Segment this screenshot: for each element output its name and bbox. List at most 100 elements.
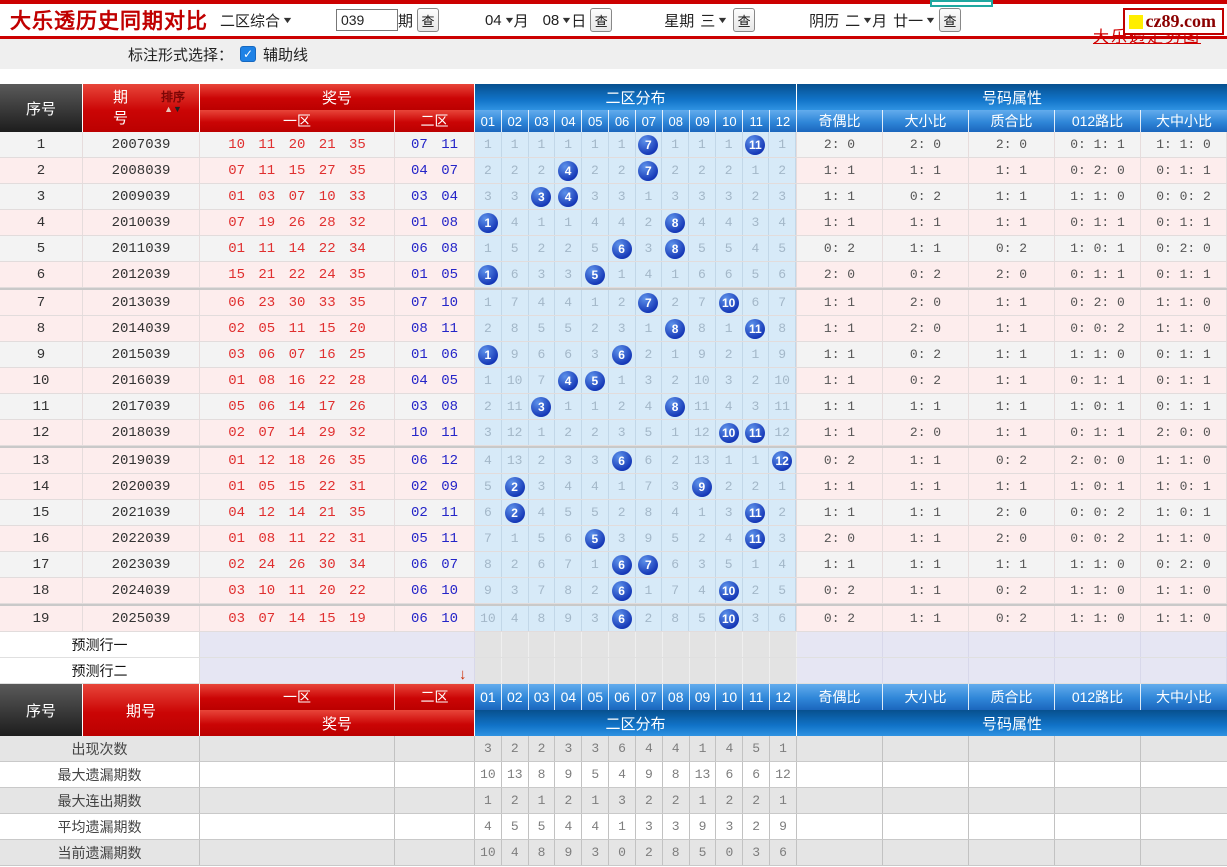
zone-cell: 3 [609,420,636,445]
zone-cell: 5 [689,236,716,261]
zone-cell: 7 [636,290,663,315]
row-index: 19 [0,606,83,631]
stats-value: 1 [475,788,502,813]
row-index: 12 [0,420,83,445]
lunar-day-select[interactable]: 廿一 ▼ [893,10,937,31]
stats-value: 4 [609,762,636,787]
zone-column-header[interactable]: 09 [689,110,717,132]
zone-cell: 3 [689,552,716,577]
attr-column-header[interactable]: 大小比 [883,684,969,710]
day-select[interactable]: 08 ▼ [543,12,573,29]
zone-column-header[interactable]: 11 [743,110,771,132]
zone-column-header[interactable]: 01 [475,110,502,132]
attr-column-header[interactable]: 012路比 [1055,684,1141,710]
zone-column-header[interactable]: 03 [528,110,556,132]
zone-cell: 1 [609,368,636,393]
zone-cell: 3 [636,368,663,393]
zone-cell: 1 [636,578,663,603]
period-search-button[interactable]: 查 [416,8,439,32]
site-logo[interactable]: cz89.com [1122,8,1224,35]
sort-desc-icon[interactable]: ▼ [172,104,182,114]
lunar-month-select[interactable]: 二 ▼ [845,10,874,31]
drawn-ball: 1 [477,212,498,233]
attr-column-header[interactable]: 大小比 [883,110,969,132]
zone-column-header[interactable]: 01 [475,684,502,710]
zone-column-header[interactable]: 02 [501,684,529,710]
attr-column-header[interactable]: 012路比 [1055,110,1141,132]
zone-cell: 4 [689,210,716,235]
zone-column-header[interactable]: 04 [555,684,583,710]
zone-column-header[interactable]: 05 [582,110,610,132]
zone-distribution: 9 3 7 8 2 6 1 7 4 10 2 5 [475,578,797,603]
zone-column-header[interactable]: 03 [528,684,556,710]
drawn-ball: 11 [745,318,766,339]
zone-cell: 6 [609,236,636,261]
row-index: 5 [0,236,83,261]
period-number: 2016039 [83,368,200,393]
lunar-search-button[interactable]: 查 [939,8,962,32]
attr-column-header[interactable]: 大中小比 [1141,684,1227,710]
zone-column-header[interactable]: 06 [609,684,636,710]
zone-column-header[interactable]: 11 [743,684,771,710]
mode-select[interactable]: 二区综合 ▼ [220,10,294,31]
attribute-value: 0: 2 [797,448,883,473]
zone-cell: 1 [743,342,770,367]
prediction-zone-cell [690,658,717,683]
month-select[interactable]: 04 ▼ [485,12,515,29]
attr-column-header[interactable]: 奇偶比 [797,684,883,710]
history-table: 序号 期 号 排序 ▲▼ 奖号 二区分布 号码属性 [0,84,1227,866]
aux-line-checkbox[interactable]: ✓ [240,46,257,62]
zone-column-header[interactable]: 05 [582,684,610,710]
week-search-button[interactable]: 查 [733,8,756,32]
zone-column-header[interactable]: 10 [716,110,744,132]
drawn-ball: 1 [477,264,498,285]
attr-column-header[interactable]: 大中小比 [1141,110,1227,132]
attr-column-header[interactable]: 质合比 [969,684,1055,710]
zone-column-header[interactable]: 02 [501,110,529,132]
zone-cell: 4 [555,474,582,499]
zone-column-header[interactable]: 07 [635,110,663,132]
period-number: 2009039 [83,184,200,209]
zone-distribution: 2 11 3 1 1 2 4 8 11 4 3 11 [475,394,797,419]
zone-cell: 1 [555,394,582,419]
stats-value: 10 [475,840,502,865]
zone-column-header[interactable]: 09 [689,684,717,710]
zone-cell: 11 [743,316,770,341]
prediction-zone-cell [529,632,556,657]
zone-column-header[interactable]: 12 [770,684,797,710]
attr-column-header[interactable]: 奇偶比 [797,110,883,132]
zone-column-header[interactable]: 06 [609,110,636,132]
period-input[interactable] [335,9,398,31]
zone-column-header[interactable]: 07 [635,684,663,710]
stats-value: 2 [529,736,556,761]
zone-column-header[interactable]: 08 [662,110,690,132]
zone-cell: 2 [609,290,636,315]
week-select[interactable]: 三 ▼ [700,10,729,31]
zone-cell: 6 [555,526,582,551]
zone-cell: 4 [609,210,636,235]
zone-column-header[interactable]: 12 [770,110,797,132]
stats-value: 1 [609,814,636,839]
zone-column-header[interactable]: 10 [716,684,744,710]
prediction-zone-cell [716,658,744,683]
zone-distribution: 2 8 5 5 2 3 1 8 8 1 11 8 [475,316,797,341]
period-header[interactable]: 期 号 排序 ▲▼ [83,84,200,132]
zone-cell: 1 [529,420,556,445]
zone-cell: 5 [769,578,796,603]
sort-control[interactable]: 排序 ▲▼ [161,88,185,114]
sort-asc-icon[interactable]: ▲ [164,104,173,114]
attr-column-header[interactable]: 质合比 [969,110,1055,132]
zone-column-header[interactable]: 08 [662,684,690,710]
drawn-ball: 6 [611,608,632,629]
stats-value: 8 [663,840,690,865]
stats-attr-spacer [969,762,1055,787]
zone-cell: 1 [609,262,636,287]
zone-cell: 4 [716,210,743,235]
zone-column-header[interactable]: 04 [555,110,583,132]
attribute-value: 0: 1: 1 [1141,210,1227,235]
stats-row-label: 平均遗漏期数 [0,814,200,839]
stats-attr-spacer [797,788,883,813]
date-search-button[interactable]: 查 [590,8,613,32]
